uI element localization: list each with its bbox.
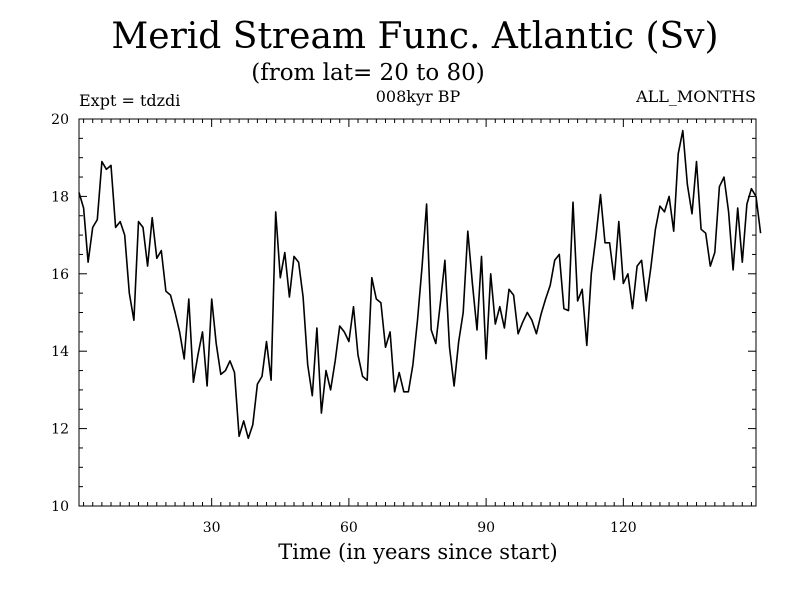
chart-title: Merid Stream Func. Atlantic (Sv) xyxy=(111,16,719,57)
experiment-label: Expt = tdzdi xyxy=(79,91,181,110)
x-tick-label: 30 xyxy=(203,520,221,536)
period-label: 008kyr BP xyxy=(375,87,461,106)
chart-subtitle: (from lat= 20 to 80) xyxy=(251,60,485,86)
x-axis-label: Time (in years since start) xyxy=(278,540,558,564)
y-tick-label: 18 xyxy=(51,189,69,205)
series-line xyxy=(78,129,762,440)
y-tick-label: 20 xyxy=(51,112,69,128)
x-tick-label: 90 xyxy=(477,520,495,536)
y-tick-label: 16 xyxy=(51,267,69,283)
y-tick-label: 12 xyxy=(51,422,69,438)
months-label: ALL_MONTHS xyxy=(636,87,756,106)
y-tick-label: 14 xyxy=(51,344,69,360)
x-tick-label: 120 xyxy=(610,520,637,536)
x-tick-label: 60 xyxy=(340,520,358,536)
y-tick-label: 10 xyxy=(51,499,69,515)
